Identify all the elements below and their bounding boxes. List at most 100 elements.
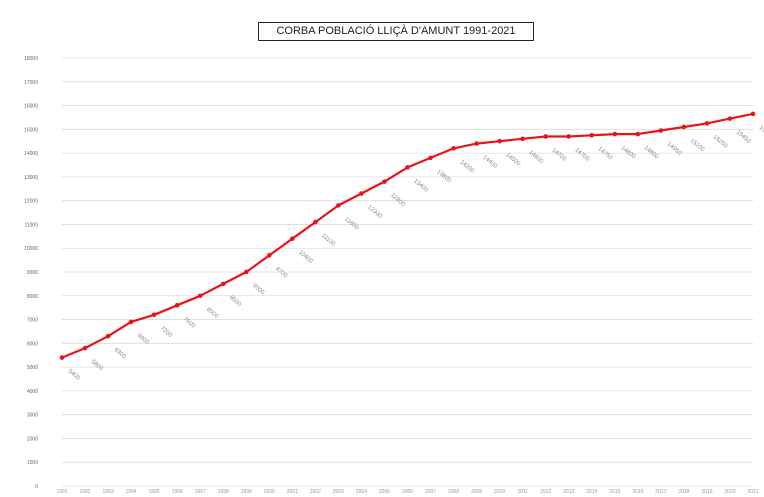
data-label: 5400 [67, 369, 82, 383]
data-point [382, 179, 387, 184]
x-tick-label: 1992 [79, 489, 90, 495]
data-point [704, 121, 710, 126]
y-axis: 0 1000 2000 3000 4000 5000 6000 7000 8000 9000 100… [24, 56, 38, 490]
data-label: 15450 [735, 130, 752, 146]
data-label: 14600 [527, 150, 544, 166]
y-tick-label: 7000 [27, 318, 38, 324]
data-point [336, 203, 341, 208]
data-label: 10400 [297, 250, 314, 266]
x-tick-label: 2005 [379, 489, 390, 495]
data-point [543, 134, 548, 139]
y-tick-label: 14000 [24, 151, 38, 157]
data-label: 14400 [481, 155, 498, 171]
data-label: 6300 [113, 347, 128, 361]
x-tick-label: 2008 [448, 489, 459, 495]
data-point [750, 111, 756, 117]
y-tick-label: 1000 [27, 460, 38, 466]
data-label: 14700 [573, 147, 590, 163]
chart-title: CORBA POBLACIÓ LLIÇÀ D'AMUNT 1991-2021 [258, 22, 534, 41]
data-point [359, 191, 364, 196]
data-label: 15100 [689, 138, 706, 154]
y-tick-label: 12000 [24, 199, 38, 205]
x-tick-label: 2002 [310, 489, 321, 495]
data-point [497, 138, 502, 144]
y-tick-label: 2000 [27, 436, 38, 442]
series-population [59, 111, 756, 360]
data-point [658, 128, 664, 133]
y-tick-label: 8000 [27, 294, 38, 300]
data-point [612, 131, 618, 137]
y-tick-label: 13000 [24, 175, 38, 181]
data-point [290, 236, 295, 242]
data-label: 7200 [159, 326, 174, 340]
data-point [727, 116, 733, 121]
data-point [428, 155, 433, 161]
data-point [681, 124, 687, 130]
y-tick-label: 6000 [27, 341, 38, 347]
x-tick-label: 2013 [563, 489, 574, 495]
data-point [105, 333, 111, 339]
data-label: 9700 [274, 266, 289, 280]
x-tick-label: 1991 [56, 489, 67, 495]
x-tick-label: 1998 [218, 489, 229, 495]
x-tick-label: 2010 [494, 489, 505, 495]
x-tick-label: 2012 [540, 489, 551, 495]
data-point [474, 141, 479, 146]
x-tick-label: 2021 [747, 489, 758, 495]
x-tick-label: 2019 [701, 489, 712, 495]
data-point [128, 319, 134, 325]
data-label: 12300 [366, 204, 383, 220]
y-tick-label: 18000 [24, 56, 38, 62]
gridlines [62, 57, 753, 487]
x-tick-label: 1999 [241, 489, 252, 495]
data-label: 13400 [412, 178, 429, 194]
x-tick-label: 2017 [655, 489, 666, 495]
x-tick-label: 1994 [126, 489, 137, 495]
y-tick-label: 5000 [27, 365, 38, 371]
data-point [174, 302, 180, 308]
data-label: 8000 [205, 307, 220, 321]
data-point [220, 281, 226, 287]
x-tick-label: 2000 [264, 489, 275, 495]
data-point [151, 312, 157, 318]
y-tick-label: 11000 [24, 222, 38, 228]
x-tick-label: 2007 [425, 489, 436, 495]
y-tick-label: 0 [35, 484, 38, 490]
x-tick-label: 2006 [402, 489, 413, 495]
data-label: 14200 [458, 159, 475, 175]
x-tick-label: 1997 [195, 489, 206, 495]
y-tick-label: 3000 [27, 413, 38, 419]
data-point [520, 136, 525, 142]
data-label: 9000 [251, 283, 266, 297]
data-point [635, 131, 641, 137]
y-tick-label: 4000 [27, 389, 38, 395]
data-point [267, 253, 272, 258]
data-label: 15650 [758, 125, 764, 141]
data-point [243, 269, 249, 275]
y-tick-label: 15000 [24, 127, 38, 133]
x-tick-label: 2004 [356, 489, 367, 495]
x-tick-label: 2018 [678, 489, 689, 495]
x-tick-label: 2001 [287, 489, 298, 495]
data-point [451, 146, 456, 151]
x-tick-label: 2009 [471, 489, 482, 495]
x-tick-label: 2015 [609, 489, 620, 495]
x-tick-label: 2011 [517, 489, 528, 495]
data-point [405, 165, 410, 170]
data-point [589, 132, 595, 138]
data-point [59, 355, 65, 360]
x-tick-label: 2003 [333, 489, 344, 495]
data-point [313, 219, 318, 225]
x-tick-label: 1993 [103, 489, 114, 495]
data-label: 14950 [666, 141, 683, 157]
data-label: 14750 [596, 146, 613, 162]
x-axis: 1991 1992 1993 1994 1995 1996 1997 1998 1999 2000… [56, 489, 758, 495]
y-tick-label: 9000 [27, 270, 38, 276]
data-label: 15250 [712, 134, 729, 150]
data-label: 5800 [90, 359, 105, 373]
x-tick-label: 2014 [586, 489, 597, 495]
y-tick-label: 16000 [24, 104, 38, 110]
data-label: 6900 [136, 333, 151, 347]
x-tick-label: 1995 [149, 489, 160, 495]
